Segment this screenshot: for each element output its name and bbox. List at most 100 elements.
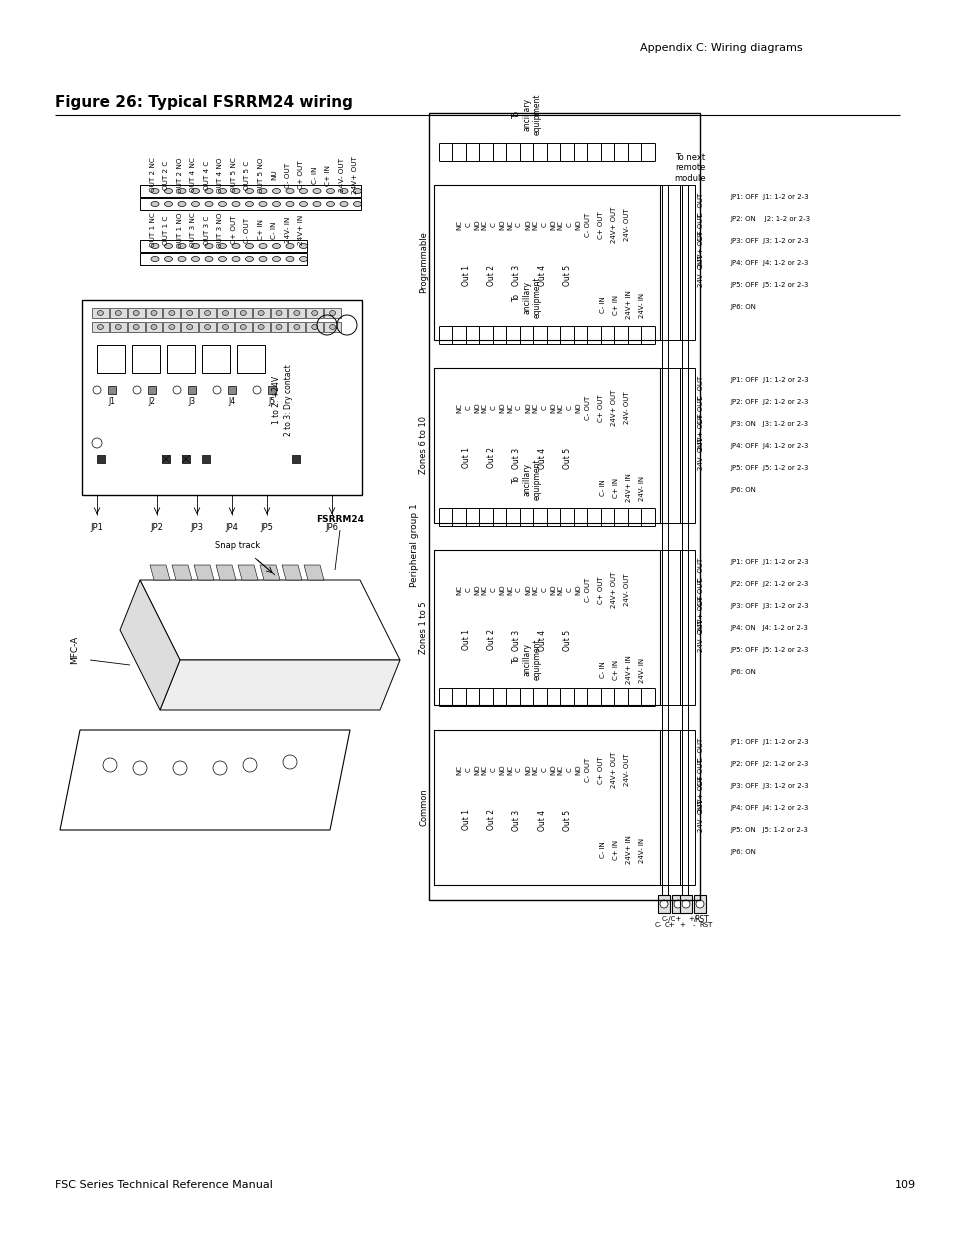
Bar (188, 387, 195, 394)
Bar (659, 550, 679, 705)
Bar (216, 322, 233, 332)
Ellipse shape (294, 325, 299, 330)
Text: To
ancillary
equipment: To ancillary equipment (512, 94, 541, 135)
Text: OUT 5 C: OUT 5 C (244, 161, 251, 190)
Text: Out 3: Out 3 (512, 630, 521, 651)
Text: To next
remote
module: To next remote module (674, 153, 705, 183)
Text: OUT 1 C: OUT 1 C (163, 215, 170, 245)
Text: NC: NC (456, 764, 462, 776)
Ellipse shape (192, 257, 199, 262)
Ellipse shape (178, 189, 186, 194)
Text: J5: J5 (268, 398, 275, 406)
Text: 24V+ IN: 24V+ IN (298, 215, 304, 245)
Circle shape (681, 900, 689, 908)
Text: C: C (465, 222, 471, 227)
Polygon shape (172, 564, 192, 580)
Ellipse shape (299, 243, 307, 248)
Bar (659, 368, 679, 522)
Text: C: C (490, 588, 497, 593)
Text: C- OUT: C- OUT (285, 163, 291, 188)
Bar (163, 322, 180, 332)
Bar (140, 185, 360, 198)
Text: JP2: OFF  J2: 1-2 or 2-3: JP2: OFF J2: 1-2 or 2-3 (729, 761, 807, 767)
Text: NO: NO (550, 403, 556, 414)
Text: 24V+ OUT: 24V+ OUT (610, 206, 617, 243)
Polygon shape (193, 564, 213, 580)
Ellipse shape (164, 189, 172, 194)
Ellipse shape (232, 257, 240, 262)
Text: JP1: OFF  J1: 1-2 or 2-3: JP1: OFF J1: 1-2 or 2-3 (729, 559, 808, 564)
Bar (306, 322, 323, 332)
Bar (324, 308, 340, 317)
Ellipse shape (299, 189, 307, 194)
Text: JP3: ON   J3: 1-2 or 2-3: JP3: ON J3: 1-2 or 2-3 (729, 421, 807, 427)
Text: 109: 109 (894, 1179, 915, 1191)
Text: C: C (516, 405, 521, 410)
Bar (679, 550, 695, 705)
Bar (167, 345, 194, 373)
Text: 24V- OUT: 24V- OUT (623, 574, 629, 606)
Text: C+ OUT: C+ OUT (698, 214, 703, 241)
Ellipse shape (286, 189, 294, 194)
Text: Out 2: Out 2 (487, 809, 496, 830)
Text: JP1: JP1 (91, 522, 103, 531)
Text: C: C (540, 222, 547, 227)
Ellipse shape (205, 243, 213, 248)
Text: Out 2: Out 2 (487, 447, 496, 468)
Text: C+ IN: C+ IN (257, 220, 264, 241)
Text: Out 1: Out 1 (461, 630, 471, 651)
Text: C-: C- (654, 923, 661, 927)
Ellipse shape (354, 201, 361, 206)
Bar (434, 185, 659, 340)
Text: C+ OUT: C+ OUT (298, 161, 304, 189)
Text: C+ OUT: C+ OUT (598, 756, 603, 784)
Ellipse shape (354, 189, 361, 194)
Text: JP6: ON: JP6: ON (729, 487, 755, 493)
Text: JP5: OFF  J5: 1-2 or 2-3: JP5: OFF J5: 1-2 or 2-3 (729, 282, 807, 288)
Ellipse shape (286, 201, 294, 206)
Ellipse shape (339, 201, 348, 206)
Text: 24V+ OUT: 24V+ OUT (610, 752, 617, 788)
Text: J3: J3 (189, 398, 195, 406)
Polygon shape (160, 659, 399, 710)
Text: 24V- OUT: 24V- OUT (698, 437, 703, 471)
Text: C: C (490, 405, 497, 410)
Text: C+ IN: C+ IN (613, 840, 618, 860)
Text: NO: NO (474, 764, 480, 776)
Bar (234, 308, 252, 317)
Bar (658, 895, 669, 913)
Ellipse shape (258, 189, 267, 194)
Ellipse shape (178, 201, 186, 206)
Text: C: C (490, 222, 497, 227)
Text: JP5: OFF  J5: 1-2 or 2-3: JP5: OFF J5: 1-2 or 2-3 (729, 466, 807, 471)
Text: NC: NC (506, 403, 513, 412)
Text: NC: NC (481, 220, 487, 230)
Ellipse shape (192, 201, 199, 206)
Ellipse shape (187, 310, 193, 315)
Text: JP1: OFF  J1: 1-2 or 2-3: JP1: OFF J1: 1-2 or 2-3 (729, 377, 808, 383)
Text: J2: J2 (149, 398, 155, 406)
Ellipse shape (218, 243, 226, 248)
Text: 24V- OUT: 24V- OUT (623, 209, 629, 241)
Text: Out 1: Out 1 (461, 809, 471, 830)
Text: Out 4: Out 4 (537, 264, 546, 285)
Text: NO: NO (524, 403, 531, 414)
Text: NC: NC (557, 585, 563, 595)
Text: JP3: OFF  J3: 1-2 or 2-3: JP3: OFF J3: 1-2 or 2-3 (729, 603, 808, 609)
Ellipse shape (164, 243, 172, 248)
Bar (429, 112, 700, 900)
Bar (202, 345, 230, 373)
Bar (236, 345, 265, 373)
Circle shape (673, 900, 681, 908)
Polygon shape (304, 564, 324, 580)
Text: NO: NO (474, 584, 480, 595)
Text: Out 4: Out 4 (537, 630, 546, 651)
Text: C+ OUT: C+ OUT (698, 396, 703, 424)
Text: JP4: JP4 (225, 522, 238, 531)
Text: C: C (540, 588, 547, 593)
Text: C- OUT: C- OUT (698, 737, 703, 762)
Text: NO: NO (550, 764, 556, 776)
Polygon shape (120, 580, 180, 710)
Text: C+: C+ (664, 923, 675, 927)
Ellipse shape (329, 325, 335, 330)
